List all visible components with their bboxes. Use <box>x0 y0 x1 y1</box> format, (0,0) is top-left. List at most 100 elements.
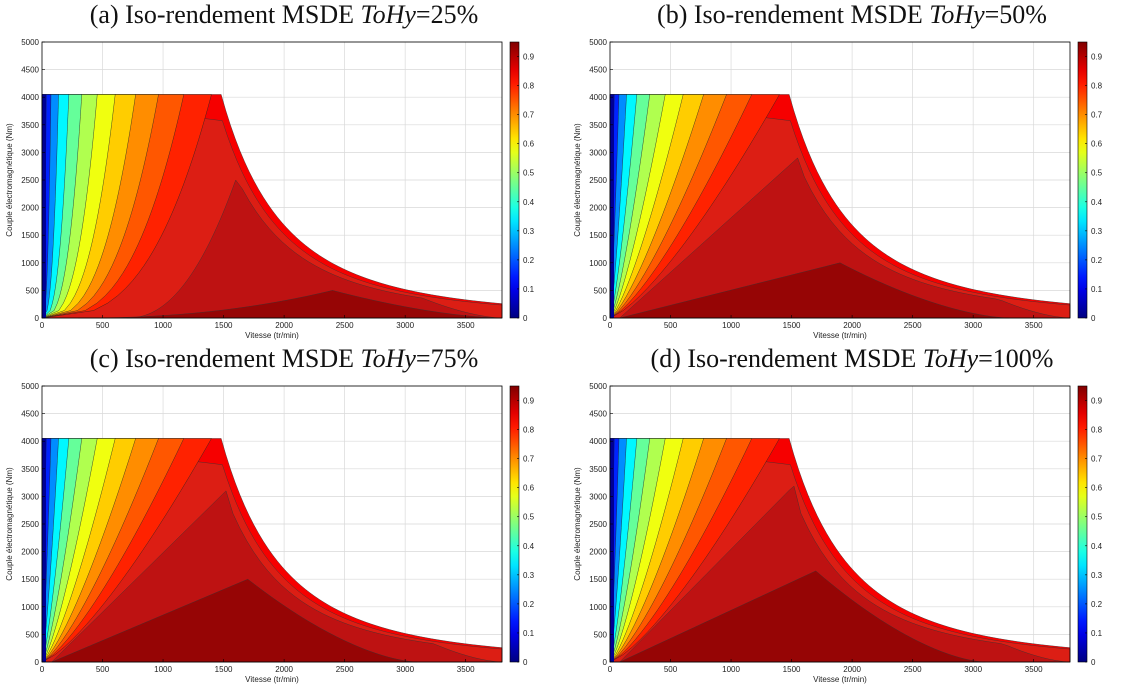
x-tick-label: 2500 <box>336 665 354 674</box>
colorbar-tick-label: 0.2 <box>523 256 535 265</box>
colorbar-tick-label: 0.2 <box>1091 600 1103 609</box>
chart-title-prefix: (a) Iso-rendement MSDE <box>89 0 361 29</box>
colorbar <box>1077 385 1088 663</box>
y-tick-label: 4500 <box>589 66 607 75</box>
y-tick-label: 1000 <box>589 259 607 268</box>
y-tick-label: 500 <box>594 630 608 639</box>
x-tick-label: 500 <box>664 321 678 330</box>
y-tick-label: 3500 <box>589 121 607 130</box>
y-tick-label: 5000 <box>589 38 607 47</box>
chart-title-prefix: (d) Iso-rendement MSDE <box>650 344 923 373</box>
y-tick-label: 4500 <box>21 66 39 75</box>
colorbar-tick-label: 0.6 <box>523 484 535 493</box>
colorbar <box>1077 41 1088 319</box>
x-tick-label: 0 <box>608 321 613 330</box>
colorbar-tick-label: 0.7 <box>523 111 535 120</box>
y-tick-label: 4500 <box>21 410 39 419</box>
y-tick-label: 3000 <box>21 148 39 157</box>
y-tick-label: 3000 <box>589 148 607 157</box>
efficiency-band-min <box>610 94 614 318</box>
x-tick-label: 3500 <box>457 665 475 674</box>
y-axis-label: Couple électromagnétique (Nm) <box>573 123 582 237</box>
x-tick-label: 1500 <box>783 665 801 674</box>
colorbar-tick-label: 0.5 <box>523 169 535 178</box>
y-tick-label: 2000 <box>589 548 607 557</box>
x-tick-label: 3500 <box>1025 665 1043 674</box>
colorbar-tick-label: 0.6 <box>523 140 535 149</box>
chart-title-prefix: (c) Iso-rendement MSDE <box>89 344 361 373</box>
chart-title-variable: ToHy <box>929 0 985 29</box>
y-tick-label: 2000 <box>21 204 39 213</box>
y-tick-label: 2000 <box>21 548 39 557</box>
y-tick-label: 0 <box>35 658 40 667</box>
efficiency-band-min <box>42 438 46 662</box>
y-tick-label: 2500 <box>21 176 39 185</box>
colorbar-tick-label: 0.5 <box>1091 169 1103 178</box>
colorbar-tick-label: 0.8 <box>523 426 535 435</box>
chart-title-suffix: =75% <box>415 344 479 373</box>
y-tick-label: 2500 <box>21 520 39 529</box>
colorbar-tick-label: 0 <box>523 314 528 323</box>
colorbar-tick-label: 0.9 <box>523 53 535 62</box>
x-tick-label: 3500 <box>457 321 475 330</box>
y-tick-label: 0 <box>603 658 608 667</box>
y-tick-label: 4000 <box>589 437 607 446</box>
x-tick-label: 1500 <box>215 665 233 674</box>
y-tick-label: 2000 <box>589 204 607 213</box>
x-tick-label: 2000 <box>843 665 861 674</box>
y-tick-label: 0 <box>603 314 608 323</box>
colorbar-tick-label: 0.1 <box>1091 629 1103 638</box>
chart-title-variable: ToHy <box>360 0 416 29</box>
colorbar-tick-label: 0.7 <box>523 455 535 464</box>
y-tick-label: 1000 <box>589 603 607 612</box>
efficiency-region-085 <box>126 179 503 319</box>
colorbar-tick-label: 0.7 <box>1091 455 1103 464</box>
colorbar-tick-label: 0.1 <box>523 285 535 294</box>
efficiency-contours <box>41 438 503 663</box>
efficiency-region-09 <box>78 290 503 319</box>
y-tick-label: 0 <box>35 314 40 323</box>
x-tick-label: 1000 <box>722 321 740 330</box>
x-tick-label: 500 <box>664 665 678 674</box>
x-tick-label: 2000 <box>275 665 293 674</box>
y-tick-label: 500 <box>594 286 608 295</box>
y-tick-label: 4000 <box>21 93 39 102</box>
colorbar-tick-label: 0.4 <box>523 198 535 207</box>
y-tick-label: 4500 <box>589 410 607 419</box>
x-tick-label: 2500 <box>904 321 922 330</box>
x-tick-label: 500 <box>96 321 110 330</box>
y-tick-label: 1500 <box>21 231 39 240</box>
x-axis-label: Vitesse (tr/min) <box>813 675 867 684</box>
colorbar-tick-label: 0.2 <box>523 600 535 609</box>
y-tick-label: 5000 <box>589 382 607 391</box>
efficiency-contours <box>41 94 503 319</box>
y-tick-label: 3000 <box>21 492 39 501</box>
chart-panel-a: (a) Iso-rendement MSDE ToHy=25% 0 500 1000… <box>0 0 568 344</box>
chart-title-variable: ToHy <box>922 344 979 373</box>
colorbar-tick-label: 0.8 <box>523 82 535 91</box>
x-tick-label: 0 <box>608 665 613 674</box>
y-tick-label: 2500 <box>589 176 607 185</box>
colorbar-tick-label: 0.8 <box>1091 426 1103 435</box>
y-tick-label: 5000 <box>21 382 39 391</box>
efficiency-band-min <box>610 438 614 662</box>
y-tick-label: 3000 <box>589 492 607 501</box>
efficiency-region-09 <box>51 578 418 663</box>
efficiency-region-085 <box>619 157 1071 319</box>
x-tick-label: 3500 <box>1025 321 1043 330</box>
colorbar-tick-label: 0.5 <box>523 513 535 522</box>
x-tick-label: 3000 <box>964 321 982 330</box>
x-tick-label: 500 <box>96 665 110 674</box>
x-tick-label: 1000 <box>154 665 172 674</box>
colorbar-tick-label: 0.1 <box>1091 285 1103 294</box>
colorbar-tick-label: 0.3 <box>523 227 535 236</box>
colorbar-tick-label: 0.4 <box>1091 198 1103 207</box>
y-tick-label: 2500 <box>589 520 607 529</box>
colorbar-tick-label: 0 <box>523 658 528 667</box>
y-axis-label: Couple électromagnétique (Nm) <box>573 467 582 581</box>
y-axis-label: Couple électromagnétique (Nm) <box>5 467 14 581</box>
x-axis-label: Vitesse (tr/min) <box>245 675 299 684</box>
colorbar-tick-label: 0.3 <box>1091 571 1103 580</box>
contour-plot: 0 500 1000 1500 2000 2500 3000 3500 0 500 1000 1500… <box>5 38 535 340</box>
chart-title-suffix: =25% <box>415 0 479 29</box>
